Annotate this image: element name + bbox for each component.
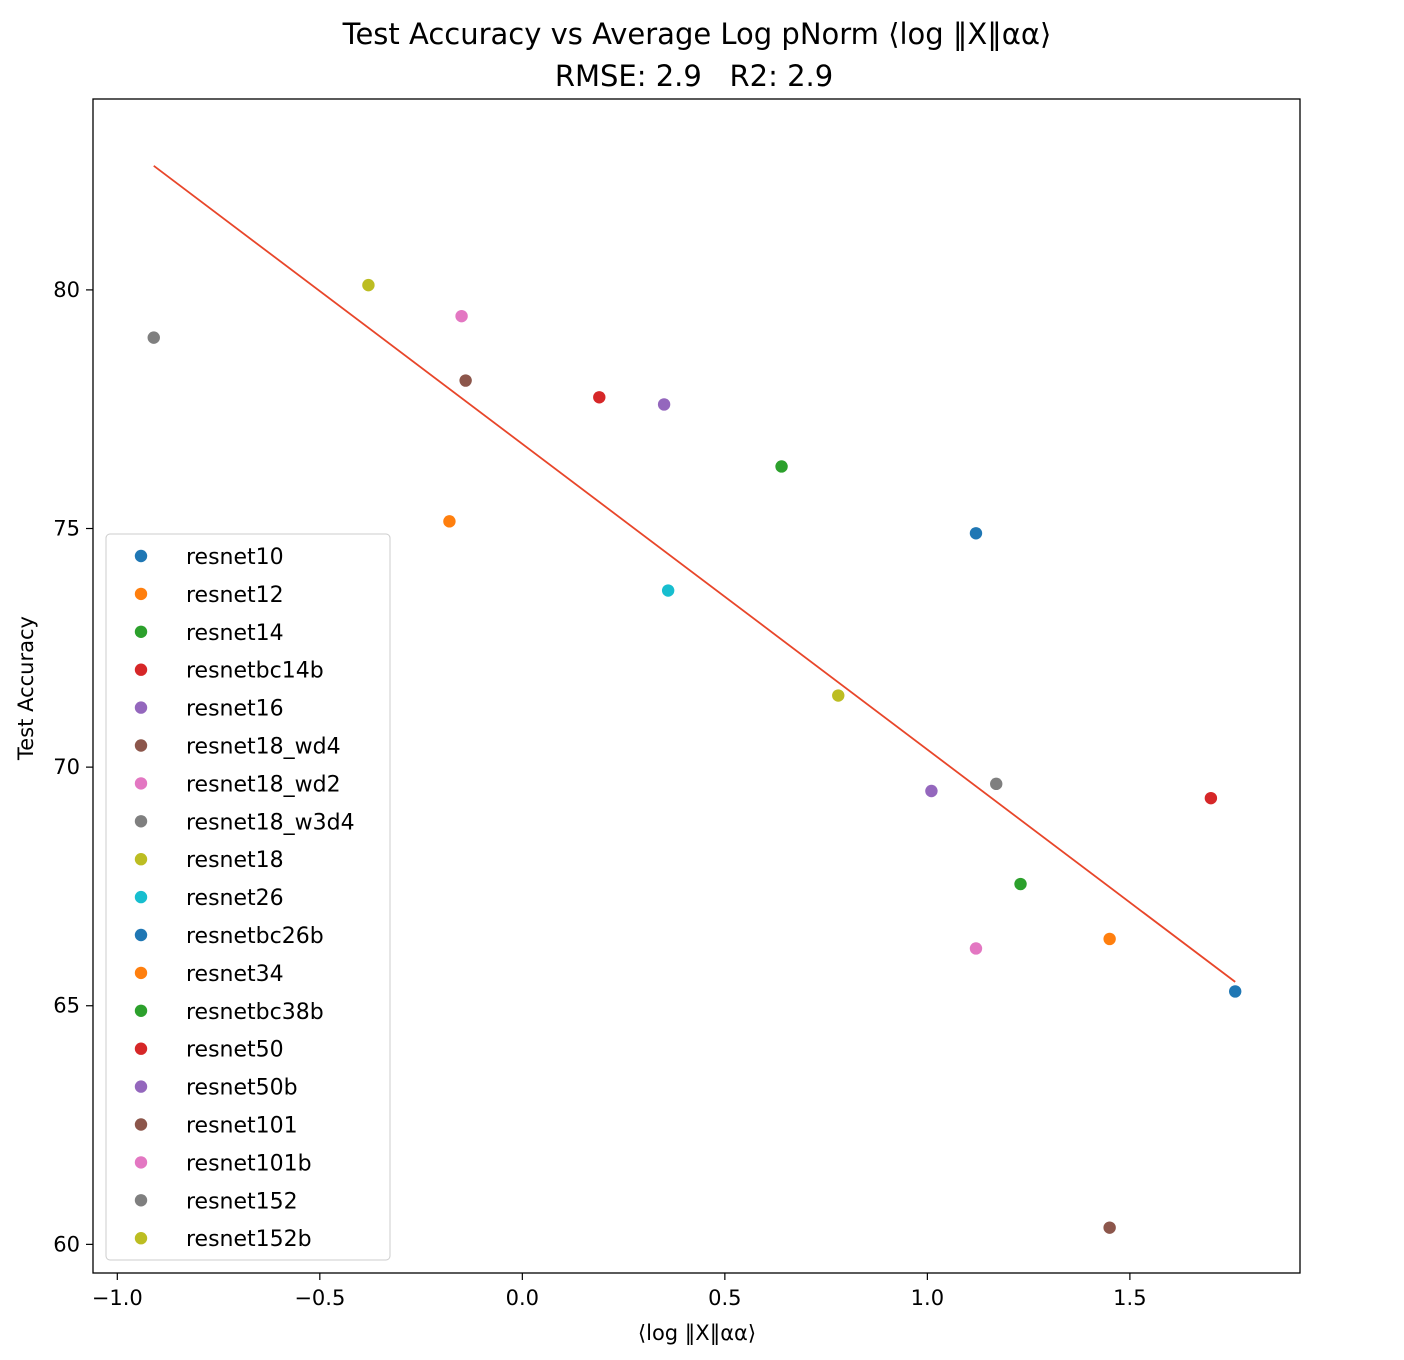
- point-resnet12: [443, 515, 456, 528]
- legend-marker: [134, 549, 148, 563]
- legend-marker: [134, 853, 148, 866]
- legend-label: resnetbc26b: [186, 924, 324, 949]
- points-layer: [147, 278, 1242, 1234]
- legend-label: resnet101: [186, 1114, 298, 1139]
- legend-marker: [134, 1194, 148, 1207]
- x-tick-label: 1.0: [911, 1286, 944, 1310]
- legend-marker: [134, 1156, 148, 1169]
- legend-label: resnet18: [186, 848, 284, 873]
- legend-label: resnet34: [186, 962, 284, 987]
- legend: resnet10 resnet12 resnet14 resnetbc14b resne…: [105, 533, 391, 1261]
- legend-label: resnet18_wd2: [186, 772, 341, 797]
- point-resnet152b: [832, 689, 845, 702]
- legend-label: resnet16: [186, 697, 284, 722]
- legend-label: resnet50b: [186, 1076, 298, 1101]
- legend-marker: [134, 928, 148, 942]
- point-resnet101b: [969, 942, 983, 955]
- x-axis-label: ⟨log ‖X‖αα⟩: [638, 1321, 756, 1346]
- point-resnet101: [1103, 1221, 1116, 1234]
- x-tick-label: −0.5: [294, 1286, 345, 1310]
- legend-label: resnet50: [186, 1038, 284, 1063]
- legend-marker: [134, 663, 148, 676]
- point-resnet18: [362, 278, 375, 292]
- legend-marker: [134, 966, 148, 980]
- plot-area: [92, 98, 1301, 1274]
- y-tick-label: 75: [53, 517, 80, 541]
- legend-marker: [134, 587, 148, 601]
- x-tick-label: −1.0: [92, 1286, 143, 1310]
- legend-label: resnet10: [186, 545, 284, 570]
- point-resnet152: [990, 777, 1003, 791]
- legend-label: resnetbc38b: [186, 1000, 324, 1025]
- regression-line: [153, 165, 1236, 983]
- point-resnetbc14b: [593, 391, 606, 404]
- legend-marker: [134, 890, 148, 904]
- legend-label: resnet18_w3d4: [186, 810, 355, 835]
- x-tick-label: 1.5: [1113, 1286, 1146, 1310]
- legend-marker: [134, 739, 148, 752]
- legend-marker: [134, 1004, 148, 1017]
- legend-marker: [134, 1042, 148, 1055]
- y-tick-label: 70: [53, 755, 80, 779]
- point-resnet34: [1103, 932, 1116, 946]
- fit-line-layer: [153, 165, 1236, 983]
- legend-label: resnet14: [186, 621, 284, 646]
- legend-label: resnet18_wd4: [186, 735, 341, 760]
- legend-marker: [134, 777, 148, 790]
- point-resnet50: [1204, 791, 1218, 805]
- x-tick-label: 0.5: [708, 1286, 741, 1310]
- point-resnet18-wd4: [459, 374, 472, 387]
- y-tick-label: 80: [53, 278, 80, 302]
- point-resnet26: [661, 584, 675, 597]
- legend-marker: [134, 1118, 148, 1131]
- legend-label: resnet101b: [186, 1151, 312, 1176]
- legend-label: resnet12: [186, 583, 284, 608]
- point-resnet14: [775, 460, 788, 473]
- x-tick-label: 0.0: [506, 1286, 539, 1310]
- legend-marker: [134, 1232, 148, 1245]
- legend-label: resnet152b: [186, 1227, 312, 1252]
- chart-title-math: ⟨log ‖X‖αα⟩: [888, 17, 1051, 51]
- point-resnet50b: [925, 784, 938, 798]
- legend-label: resnetbc14b: [186, 659, 324, 684]
- legend-marker: [134, 815, 148, 828]
- point-resnet18-w3d4: [147, 331, 160, 344]
- y-tick-label: 65: [53, 994, 80, 1018]
- legend-marker: [134, 625, 148, 638]
- x-axis: −1.0 −0.5 0.0 0.5 1.0 1.5: [92, 1273, 1147, 1310]
- legend-marker: [134, 1080, 148, 1093]
- legend-label: resnet152: [186, 1189, 298, 1214]
- point-resnet16: [657, 398, 671, 411]
- legend-marker: [134, 701, 148, 714]
- point-resnet18-wd2: [455, 309, 468, 323]
- point-resnetbc38b: [1014, 877, 1027, 891]
- y-axis-label: Test Accuracy: [14, 616, 38, 761]
- point-resnetbc26b: [1228, 985, 1242, 998]
- legend-frame: [105, 533, 391, 1261]
- y-axis: 60 65 70 75 80: [53, 278, 93, 1256]
- y-tick-label: 60: [53, 1232, 80, 1256]
- point-resnet10: [969, 527, 983, 540]
- chart-subtitle: RMSE: 2.9 R2: 2.9: [555, 59, 833, 93]
- chart-title: Test Accuracy vs Average Log pNorm ⟨log …: [342, 17, 1052, 51]
- chart-title-text: Test Accuracy vs Average Log pNorm: [342, 17, 879, 51]
- legend-label: resnet26: [186, 886, 284, 911]
